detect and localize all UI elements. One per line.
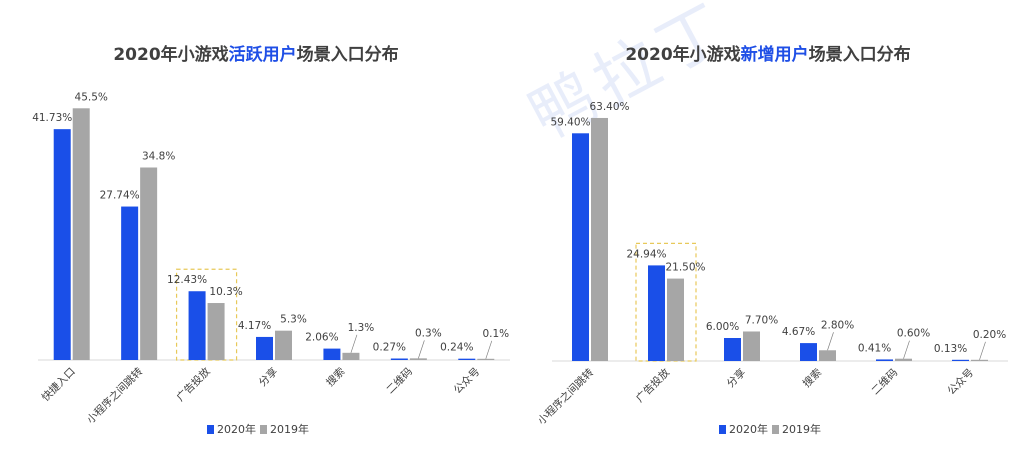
bar-2020: [458, 358, 476, 360]
label-leader-line: [485, 340, 493, 359]
category-label: 小程序之间跳转: [84, 365, 146, 427]
chart-title: 2020年小游戏活跃用户场景入口分布: [0, 40, 512, 65]
bar-2020: [390, 358, 408, 360]
legend-swatch-2019: [772, 425, 779, 434]
data-label-2019: 5.3%: [280, 314, 307, 326]
bar-2019: [477, 358, 495, 360]
chart-title-suffix: 场景入口分布: [808, 45, 911, 65]
data-label-2019: 7.70%: [745, 314, 778, 326]
category-label: 广告投放: [633, 366, 672, 405]
data-label-2020: 12.43%: [167, 274, 207, 286]
bar-2019: [667, 278, 684, 361]
bar-2019: [207, 303, 225, 360]
data-label-2020: 27.74%: [100, 190, 140, 202]
category-label: 搜索: [800, 366, 824, 390]
category-label: 广告投放: [174, 365, 213, 404]
legend-label-2019: 2019年: [270, 423, 309, 436]
data-label-2019: 1.3%: [348, 322, 375, 334]
bar-2020: [572, 133, 589, 361]
data-label-2020: 0.27%: [373, 342, 406, 354]
active-users-chart-panel: 2020年小游戏活跃用户场景入口分布 41.73% 45.5% 快捷入口 27.74%…: [0, 40, 512, 437]
bar-2019: [140, 167, 158, 360]
legend-swatch-2019: [260, 425, 267, 434]
label-leader-line: [350, 334, 358, 353]
legend-label-2020: 2020年: [729, 423, 768, 436]
chart-title: 2020年小游戏新增用户场景入口分布: [512, 40, 1024, 65]
category-label: 二维码: [869, 366, 900, 397]
category-label: 二维码: [384, 365, 415, 396]
legend-swatch-2020: [719, 425, 726, 434]
data-label-2019: 0.60%: [897, 328, 930, 340]
data-label-2019: 0.20%: [973, 329, 1006, 341]
legend-swatch-2020: [207, 425, 214, 434]
active-users-bar-chart: 41.73%45.5%快捷入口27.74%34.8%小程序之间跳转12.43%1…: [32, 91, 510, 427]
chart-title-suffix: 场景入口分布: [296, 45, 399, 65]
data-label-2020: 24.94%: [626, 248, 666, 260]
data-label-2020: 41.73%: [32, 112, 72, 124]
category-label: 搜索: [324, 365, 348, 389]
bar-2020: [876, 359, 893, 361]
label-leader-line: [979, 341, 986, 360]
bar-2019: [971, 359, 988, 361]
highlight-box: [175, 268, 238, 361]
data-label-2020: 4.17%: [238, 320, 271, 332]
data-label-2020: 0.41%: [858, 342, 891, 354]
bar-2019: [409, 358, 427, 360]
data-label-2019: 63.40%: [589, 101, 629, 113]
bar-2020: [323, 348, 341, 360]
chart-title-prefix: 2020年小游戏: [625, 45, 741, 65]
bar-2019: [819, 350, 836, 361]
data-label-2020: 2.06%: [305, 332, 338, 344]
data-label-2020: 59.40%: [550, 116, 590, 128]
new-users-bar-chart: 59.40% 63.40% 小程序之间跳转 24.94% 21.50% 广告投放 6.00%…: [535, 101, 1008, 428]
bar-2020: [53, 129, 71, 360]
data-label-2019: 10.3%: [209, 286, 242, 298]
highlight-box: [635, 242, 697, 362]
label-leader-line: [903, 340, 910, 359]
bar-2020: [648, 265, 665, 361]
bar-2020: [724, 338, 741, 361]
data-label-2020: 0.24%: [440, 342, 473, 354]
label-leader-line: [827, 332, 834, 351]
category-label: 分享: [256, 365, 280, 389]
bar-2019: [743, 331, 760, 361]
category-label: 小程序之间跳转: [535, 366, 597, 428]
legend-label-2019: 2019年: [782, 423, 821, 436]
bar-2020: [121, 206, 139, 360]
chart-title-highlight: 新增用户: [740, 45, 809, 65]
data-label-2019: 45.5%: [75, 91, 108, 103]
chart-legend: 2020年 2019年: [512, 421, 1024, 437]
data-label-2019: 0.1%: [482, 328, 509, 340]
data-label-2019: 34.8%: [142, 150, 175, 162]
chart-title-prefix: 2020年小游戏: [113, 45, 229, 65]
bar-2019: [591, 117, 608, 361]
data-label-2019: 0.3%: [415, 327, 442, 339]
data-label-2019: 21.50%: [665, 262, 705, 274]
category-label: 公众号: [945, 367, 976, 398]
bar-2019: [275, 330, 292, 360]
category-label: 公众号: [452, 366, 483, 397]
new-users-chart-panel: 2020年小游戏新增用户场景入口分布 59.40% 63.40% 小程序之间跳转 24…: [512, 0, 1024, 450]
data-label-2019: 2.80%: [821, 319, 854, 331]
data-label-2020: 0.13%: [934, 343, 967, 355]
bar-2020: [256, 336, 273, 360]
bar-2019: [342, 352, 360, 360]
bar-2019: [895, 358, 912, 361]
bar-2020: [188, 291, 206, 360]
data-label-2020: 4.67%: [782, 326, 815, 338]
bar-2019: [72, 108, 90, 360]
label-leader-line: [418, 340, 425, 359]
bar-2020: [952, 359, 969, 361]
bar-2020: [800, 343, 817, 361]
chart-title-highlight: 活跃用户: [228, 45, 297, 65]
category-label: 分享: [724, 366, 748, 390]
category-label: 快捷入口: [39, 365, 78, 404]
legend-label-2020: 2020年: [217, 423, 256, 436]
data-label-2020: 6.00%: [706, 321, 739, 333]
chart-legend: 2020年 2019年: [0, 421, 512, 437]
